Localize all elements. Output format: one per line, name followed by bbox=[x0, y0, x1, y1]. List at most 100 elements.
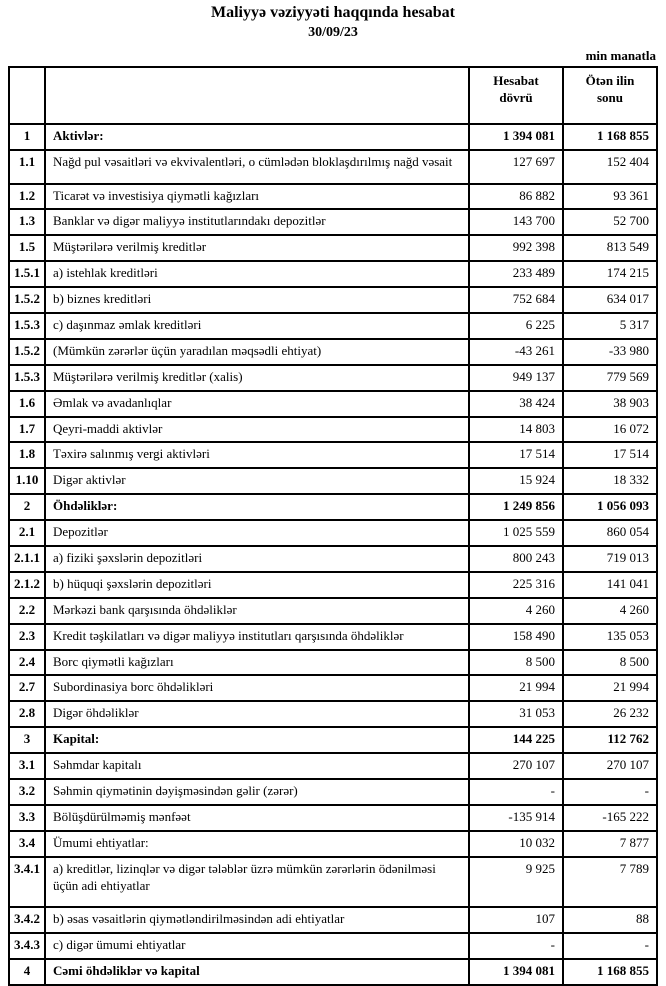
row-current-value: 86 882 bbox=[468, 182, 564, 211]
row-previous-value: 88 bbox=[562, 906, 658, 935]
row-label: Səhmin qiymətinin dəyişməsindən gəlir (z… bbox=[44, 778, 470, 806]
row-number: 1.1 bbox=[8, 148, 46, 185]
row-previous-value: 112 762 bbox=[562, 726, 658, 755]
report-date: 30/09/23 bbox=[308, 25, 358, 41]
table-row: 1.6 Əmlak və avadanlıqlar 38 424 38 903 bbox=[8, 389, 658, 418]
column-header-previous-year-end: Ötən ilin sonu bbox=[562, 65, 658, 125]
row-current-value: 14 803 bbox=[468, 415, 564, 444]
row-current-value: - bbox=[468, 778, 564, 806]
row-number: 3.1 bbox=[8, 752, 46, 781]
table-row: 3.2 Səhmin qiymətinin dəyişməsindən gəli… bbox=[8, 778, 658, 806]
row-label: Öhdəliklər: bbox=[44, 493, 470, 522]
row-label: Müştərilərə verilmiş kreditlər (xalis) bbox=[44, 363, 470, 392]
table-row: 1.8 Təxirə salınmış vergi aktivləri 17 5… bbox=[8, 441, 658, 470]
row-current-value: 225 316 bbox=[468, 570, 564, 599]
row-current-value: 127 697 bbox=[468, 148, 564, 185]
row-number: 3 bbox=[8, 726, 46, 755]
row-number: 2.1.1 bbox=[8, 545, 46, 573]
row-current-value: 992 398 bbox=[468, 234, 564, 263]
row-previous-value: 141 041 bbox=[562, 570, 658, 599]
row-previous-value: 17 514 bbox=[562, 441, 658, 470]
table-row: 1.3 Banklar və digər maliyyə institutlar… bbox=[8, 208, 658, 237]
row-previous-value: 93 361 bbox=[562, 182, 658, 211]
row-label: b) əsas vəsaitlərin qiymətləndirilməsind… bbox=[44, 906, 470, 935]
table-row: 1.5.3 c) daşınmaz əmlak kreditləri 6 225… bbox=[8, 312, 658, 340]
row-number: 2.7 bbox=[8, 674, 46, 703]
row-current-value: 143 700 bbox=[468, 208, 564, 237]
row-label: Təxirə salınmış vergi aktivləri bbox=[44, 441, 470, 470]
row-number: 2.4 bbox=[8, 648, 46, 677]
financial-position-table: Hesabat dövrü Ötən ilin sonu 1 Aktivlər:… bbox=[8, 65, 658, 986]
table-row: 2.3 Kredit təşkilatları və digər maliyyə… bbox=[8, 622, 658, 651]
row-number: 2.1 bbox=[8, 519, 46, 548]
row-current-value: 1 025 559 bbox=[468, 519, 564, 548]
row-previous-value: 634 017 bbox=[562, 286, 658, 314]
report-title: Maliyyə vəziyyəti haqqında hesabat bbox=[210, 4, 455, 21]
column-header-item bbox=[44, 65, 470, 125]
row-previous-value: - bbox=[562, 778, 658, 806]
row-current-value: 6 225 bbox=[468, 312, 564, 340]
row-previous-value: 8 500 bbox=[562, 648, 658, 677]
row-number: 3.4 bbox=[8, 829, 46, 858]
row-label: a) fiziki şəxslərin depozitləri bbox=[44, 545, 470, 573]
row-previous-value: 779 569 bbox=[562, 363, 658, 392]
row-number: 1.10 bbox=[8, 467, 46, 496]
table-row: 1.5.2 b) biznes kreditləri 752 684 634 0… bbox=[8, 286, 658, 314]
table-row: 2.7 Subordinasiya borc öhdəlikləri 21 99… bbox=[8, 674, 658, 703]
row-label: Əmlak və avadanlıqlar bbox=[44, 389, 470, 418]
row-previous-value: 174 215 bbox=[562, 260, 658, 289]
table-row: 1.10 Digər aktivlər 15 924 18 332 bbox=[8, 467, 658, 496]
row-previous-value: 18 332 bbox=[562, 467, 658, 496]
row-previous-value: 21 994 bbox=[562, 674, 658, 703]
row-label: Digər öhdəliklər bbox=[44, 700, 470, 729]
row-label: Ümumi ehtiyatlar: bbox=[44, 829, 470, 858]
row-number: 3.3 bbox=[8, 803, 46, 832]
row-label: b) hüquqi şəxslərin depozitləri bbox=[44, 570, 470, 599]
row-number: 2.8 bbox=[8, 700, 46, 729]
row-current-value: 8 500 bbox=[468, 648, 564, 677]
row-number: 1.5 bbox=[8, 234, 46, 263]
row-previous-value: 1 168 855 bbox=[562, 122, 658, 151]
row-label: Kapital: bbox=[44, 726, 470, 755]
table-row: 3.1 Səhmdar kapitalı 270 107 270 107 bbox=[8, 752, 658, 781]
row-label: Borc qiymətli kağızları bbox=[44, 648, 470, 677]
row-previous-value: 270 107 bbox=[562, 752, 658, 781]
row-current-value: -43 261 bbox=[468, 337, 564, 366]
row-label: c) daşınmaz əmlak kreditləri bbox=[44, 312, 470, 340]
row-label: b) biznes kreditləri bbox=[44, 286, 470, 314]
row-previous-value: 4 260 bbox=[562, 596, 658, 625]
row-current-value: 21 994 bbox=[468, 674, 564, 703]
row-current-value: - bbox=[468, 932, 564, 961]
row-number: 4 bbox=[8, 958, 46, 986]
row-current-value: 949 137 bbox=[468, 363, 564, 392]
table-row: 3 Kapital: 144 225 112 762 bbox=[8, 726, 658, 755]
row-label: Cəmi öhdəliklər və kapital bbox=[44, 958, 470, 986]
table-row: 1.7 Qeyri-maddi aktivlər 14 803 16 072 bbox=[8, 415, 658, 444]
table-header-row: Hesabat dövrü Ötən ilin sonu bbox=[8, 65, 658, 125]
row-label: Depozitlər bbox=[44, 519, 470, 548]
row-number: 2.1.2 bbox=[8, 570, 46, 599]
row-label: (Mümkün zərərlər üçün yaradılan məqsədli… bbox=[44, 337, 470, 366]
row-previous-value: 860 054 bbox=[562, 519, 658, 548]
row-previous-value: 16 072 bbox=[562, 415, 658, 444]
table-row: 2 Öhdəliklər: 1 249 856 1 056 093 bbox=[8, 493, 658, 522]
row-number: 2.2 bbox=[8, 596, 46, 625]
row-number: 1.2 bbox=[8, 182, 46, 211]
row-number: 1 bbox=[8, 122, 46, 151]
row-label: Digər aktivlər bbox=[44, 467, 470, 496]
row-current-value: 10 032 bbox=[468, 829, 564, 858]
row-current-value: 158 490 bbox=[468, 622, 564, 651]
table-row: 3.4.3 c) digər ümumi ehtiyatlar - - bbox=[8, 932, 658, 961]
row-number: 3.2 bbox=[8, 778, 46, 806]
row-previous-value: 26 232 bbox=[562, 700, 658, 729]
row-current-value: 270 107 bbox=[468, 752, 564, 781]
row-number: 1.8 bbox=[8, 441, 46, 470]
row-number: 1.6 bbox=[8, 389, 46, 418]
row-previous-value: 7 877 bbox=[562, 829, 658, 858]
row-current-value: 17 514 bbox=[468, 441, 564, 470]
row-number: 1.3 bbox=[8, 208, 46, 237]
table-row: 3.4 Ümumi ehtiyatlar: 10 032 7 877 bbox=[8, 829, 658, 858]
row-current-value: 31 053 bbox=[468, 700, 564, 729]
row-number: 1.5.3 bbox=[8, 363, 46, 392]
row-current-value: 800 243 bbox=[468, 545, 564, 573]
